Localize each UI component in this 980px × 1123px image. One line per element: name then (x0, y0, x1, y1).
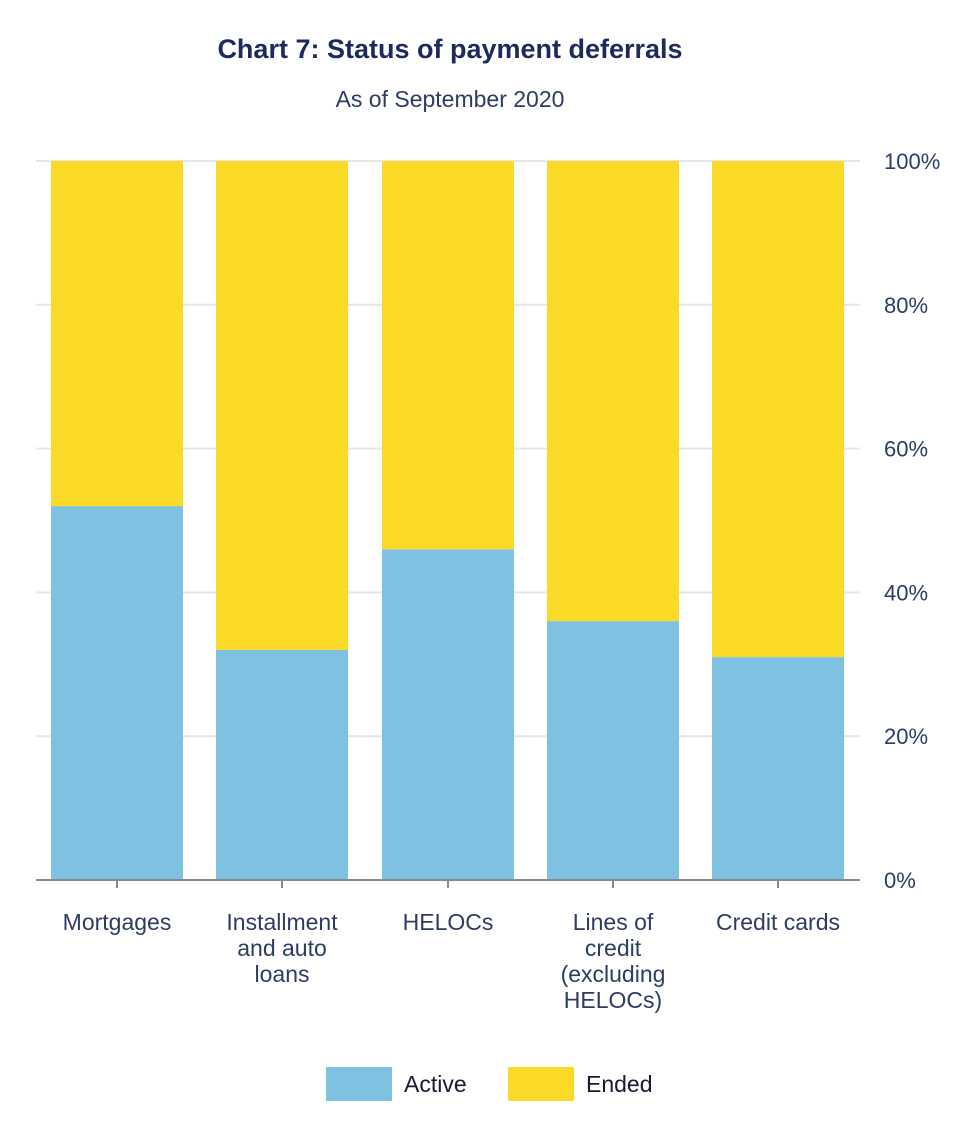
bar-active-2 (382, 549, 514, 880)
legend-item-ended: Ended (508, 1066, 653, 1102)
x-category-label: Credit cards (716, 909, 840, 935)
x-category-label: Installment and auto loans (226, 909, 338, 987)
chart-title: Chart 7: Status of payment deferrals (217, 34, 683, 64)
bar-active-3 (547, 621, 679, 880)
bar-active-1 (216, 649, 348, 880)
bars (51, 161, 844, 880)
y-tick-label: 80% (884, 293, 928, 318)
bar-ended-0 (51, 161, 183, 507)
bar-active-0 (51, 506, 183, 880)
y-tick-label: 100% (884, 149, 940, 174)
y-tick-label: 20% (884, 724, 928, 749)
stacked-bar-chart: 0% 20% 40% 60% 80% 100% Mortgages Installment an… (36, 149, 940, 1013)
legend-label-ended: Ended (586, 1070, 653, 1097)
x-category-label: HELOCs (403, 909, 494, 935)
axes: 0% 20% 40% 60% 80% 100% Mortgages Installment an… (36, 149, 940, 1013)
legend: Active Ended (0, 1066, 980, 1106)
y-tick-label: 40% (884, 580, 928, 605)
x-category-label: Lines of credit (excluding HELOCs) (561, 909, 666, 1013)
bar-active-4 (712, 657, 844, 880)
y-tick-label: 60% (884, 437, 928, 462)
legend-swatch-active (326, 1067, 392, 1101)
x-category-label: Mortgages (63, 909, 172, 935)
legend-item-active: Active (326, 1066, 467, 1102)
bar-ended-3 (547, 161, 679, 622)
legend-label-active: Active (404, 1070, 467, 1097)
chart-subtitle: As of September 2020 (335, 86, 565, 112)
bar-ended-1 (216, 161, 348, 650)
y-tick-label: 0% (884, 868, 916, 893)
legend-swatch-ended (508, 1067, 574, 1101)
bar-ended-2 (382, 161, 514, 550)
bar-ended-4 (712, 161, 844, 658)
